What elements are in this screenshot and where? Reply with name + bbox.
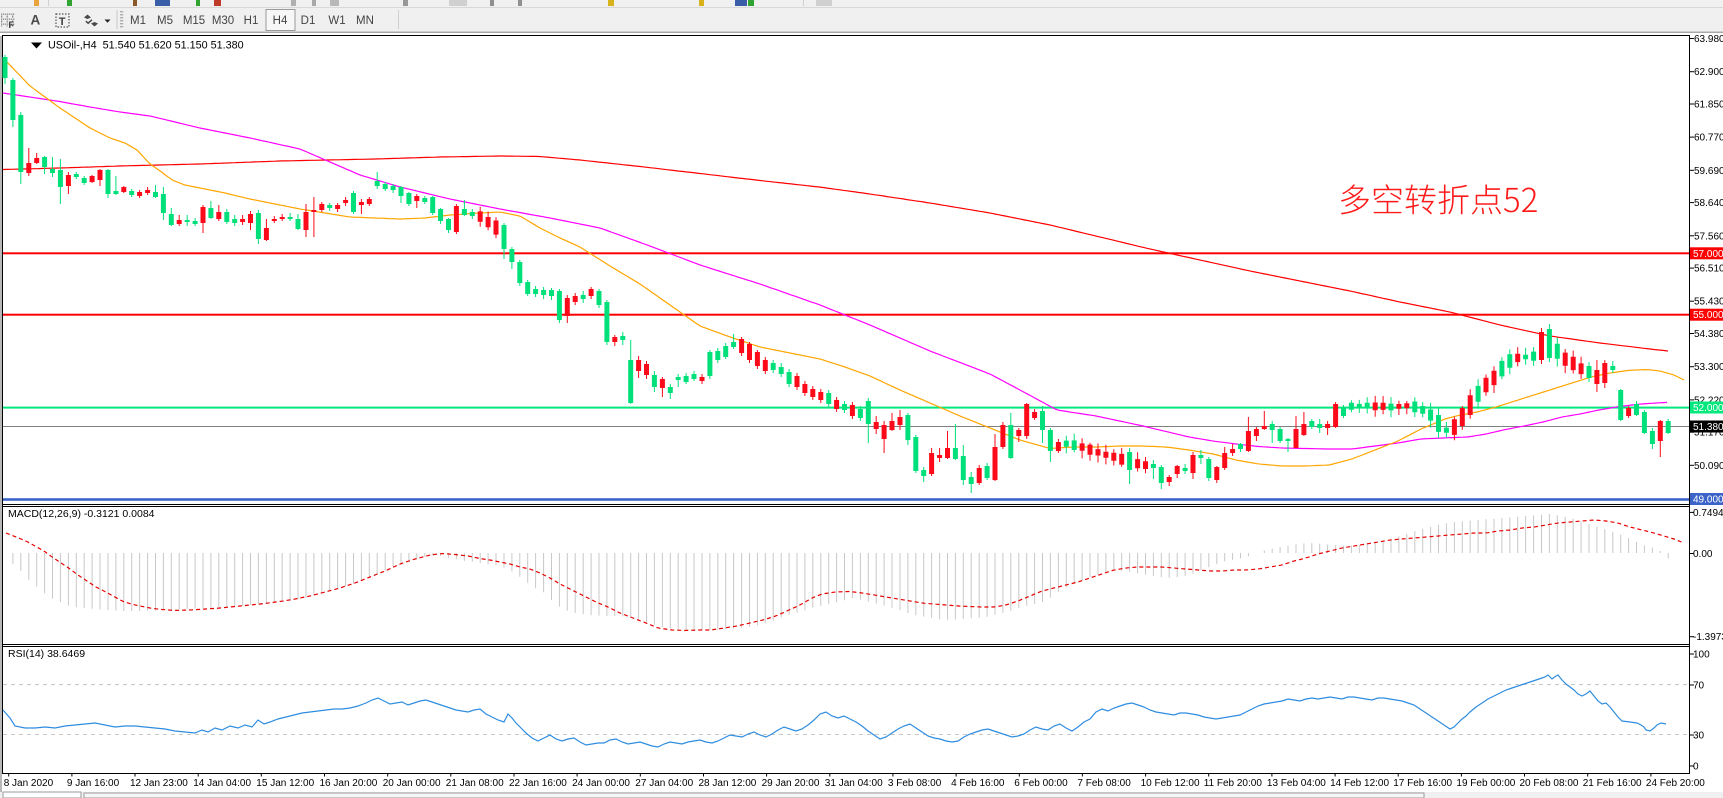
svg-text:24 Feb 20:00: 24 Feb 20:00 <box>1646 778 1705 789</box>
svg-text:52.000: 52.000 <box>1693 403 1723 414</box>
svg-text:10 Feb 12:00: 10 Feb 12:00 <box>1141 778 1200 789</box>
svg-text:19 Feb 00:00: 19 Feb 00:00 <box>1456 778 1515 789</box>
svg-text:57.000: 57.000 <box>1693 249 1723 260</box>
svg-text:56.510: 56.510 <box>1694 264 1723 275</box>
svg-text:14 Jan 04:00: 14 Jan 04:00 <box>193 778 251 789</box>
svg-text:70: 70 <box>1693 681 1705 692</box>
svg-text:F: F <box>9 20 15 30</box>
svg-text:W1: W1 <box>328 15 345 27</box>
svg-text:9 Jan 16:00: 9 Jan 16:00 <box>67 778 120 789</box>
svg-text:52.220: 52.220 <box>1694 395 1723 406</box>
svg-text:D1: D1 <box>301 15 316 27</box>
svg-text:13 Feb 04:00: 13 Feb 04:00 <box>1267 778 1326 789</box>
svg-text:30: 30 <box>1693 731 1705 742</box>
svg-text:4 Feb 16:00: 4 Feb 16:00 <box>951 778 1005 789</box>
svg-text:17 Feb 16:00: 17 Feb 16:00 <box>1393 778 1452 789</box>
svg-text:62.900: 62.900 <box>1694 67 1723 78</box>
svg-text:60.770: 60.770 <box>1694 133 1723 144</box>
svg-text:USOil-,H4 51.540 51.620 51.15: USOil-,H4 51.540 51.620 51.150 51.380 <box>48 40 244 52</box>
svg-text:6 Feb 00:00: 6 Feb 00:00 <box>1014 778 1068 789</box>
svg-text:100: 100 <box>1693 650 1710 661</box>
svg-text:12 Jan 23:00: 12 Jan 23:00 <box>130 778 188 789</box>
svg-text:51.380: 51.380 <box>1693 422 1723 433</box>
svg-text:24 Jan 00:00: 24 Jan 00:00 <box>572 778 630 789</box>
svg-text:57.560: 57.560 <box>1694 231 1723 242</box>
svg-text:8 Jan 2020: 8 Jan 2020 <box>4 778 54 789</box>
svg-text:55.000: 55.000 <box>1693 310 1723 321</box>
svg-text:A: A <box>31 13 41 28</box>
svg-text:11 Feb 20:00: 11 Feb 20:00 <box>1204 778 1263 789</box>
svg-text:0.7494: 0.7494 <box>1693 508 1723 519</box>
svg-text:28 Jan 12:00: 28 Jan 12:00 <box>699 778 757 789</box>
svg-text:MN: MN <box>356 15 374 27</box>
svg-text:20 Jan 00:00: 20 Jan 00:00 <box>383 778 441 789</box>
svg-text:H4: H4 <box>273 15 288 27</box>
svg-text:54.380: 54.380 <box>1694 329 1723 340</box>
svg-text:M5: M5 <box>157 15 173 27</box>
svg-text:63.980: 63.980 <box>1694 34 1723 45</box>
svg-text:7 Feb 08:00: 7 Feb 08:00 <box>1077 778 1131 789</box>
svg-text:22 Jan 16:00: 22 Jan 16:00 <box>509 778 567 789</box>
svg-text:14 Feb 12:00: 14 Feb 12:00 <box>1330 778 1389 789</box>
svg-text:3 Feb 08:00: 3 Feb 08:00 <box>888 778 942 789</box>
svg-text:M30: M30 <box>212 15 234 27</box>
svg-text:20 Feb 08:00: 20 Feb 08:00 <box>1520 778 1579 789</box>
svg-text:T: T <box>59 16 66 28</box>
svg-text:51.170: 51.170 <box>1694 428 1723 439</box>
svg-text:0: 0 <box>1693 762 1699 773</box>
svg-text:50.090: 50.090 <box>1694 461 1723 472</box>
svg-text:55.430: 55.430 <box>1694 297 1723 308</box>
svg-text:M1: M1 <box>130 15 146 27</box>
svg-text:-1.3973: -1.3973 <box>1693 632 1723 643</box>
svg-text:59.690: 59.690 <box>1694 166 1723 177</box>
svg-text:58.640: 58.640 <box>1694 198 1723 209</box>
svg-text:61.850: 61.850 <box>1694 100 1723 111</box>
svg-text:21 Jan 08:00: 21 Jan 08:00 <box>446 778 504 789</box>
svg-text:29 Jan 20:00: 29 Jan 20:00 <box>762 778 820 789</box>
svg-text:M15: M15 <box>183 15 205 27</box>
svg-text:0.00: 0.00 <box>1693 549 1713 560</box>
svg-text:15 Jan 12:00: 15 Jan 12:00 <box>256 778 314 789</box>
svg-text:RSI(14) 38.6469: RSI(14) 38.6469 <box>8 648 85 660</box>
svg-text:27 Jan 04:00: 27 Jan 04:00 <box>635 778 693 789</box>
svg-text:31 Jan 04:00: 31 Jan 04:00 <box>825 778 883 789</box>
svg-text:16 Jan 20:00: 16 Jan 20:00 <box>320 778 378 789</box>
svg-text:53.300: 53.300 <box>1694 362 1723 373</box>
svg-text:MACD(12,26,9) -0.3121 0.0084: MACD(12,26,9) -0.3121 0.0084 <box>8 508 155 520</box>
svg-text:H1: H1 <box>244 15 259 27</box>
svg-text:49.000: 49.000 <box>1693 495 1723 506</box>
svg-text:21 Feb 16:00: 21 Feb 16:00 <box>1583 778 1642 789</box>
